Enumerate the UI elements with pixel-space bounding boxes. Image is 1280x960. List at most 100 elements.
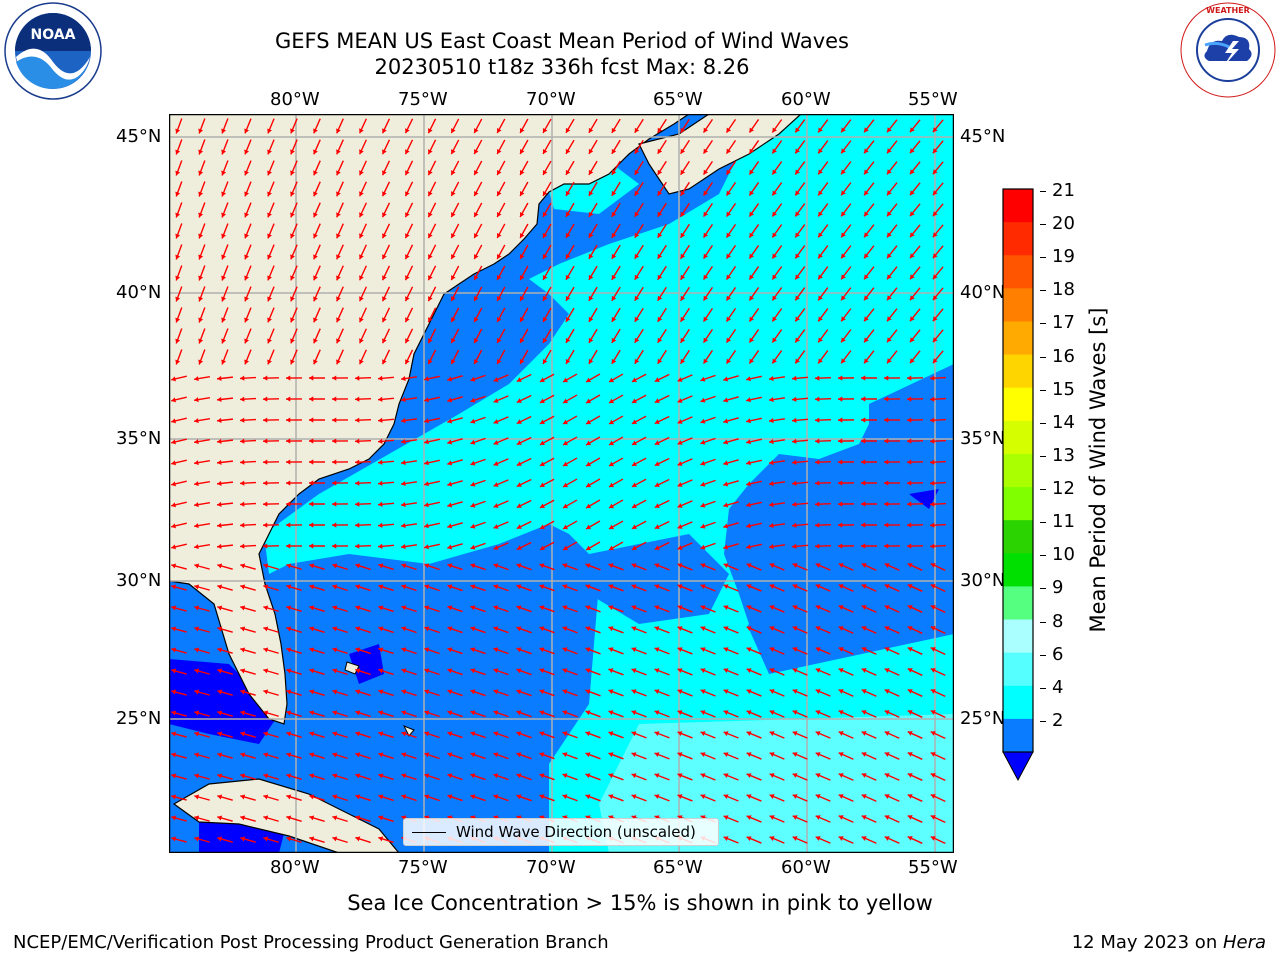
wave-direction-arrowhead [769,375,774,382]
wave-direction-arrowhead [286,752,292,758]
wave-direction-arrowhead [887,148,892,154]
footer-host: Hera [1222,932,1266,953]
wave-direction-arrowhead [470,481,476,487]
wave-direction-arrowhead [861,752,867,757]
wave-direction-arrowhead [175,128,181,134]
wave-direction-arrowhead [240,605,246,611]
wave-direction-arrowhead [841,358,846,364]
wave-direction-arrowhead [815,647,821,652]
wave-direction-arrowhead [907,396,912,402]
wave-direction-arrowhead [516,668,522,674]
wave-direction-arrowhead [428,191,433,197]
wave-direction-arrowhead [838,794,844,799]
wave-direction-arrowhead [861,396,866,402]
wave-direction-arrowhead [401,605,407,611]
wave-direction-arrowhead [677,584,683,590]
wave-direction-arrowhead [359,149,364,155]
footer-date: 12 May 2023 on [1071,932,1223,953]
wave-direction-arrowhead [194,584,200,590]
wave-direction-arrowhead [611,295,617,301]
wave-direction-arrowhead [378,584,384,590]
wave-direction-arrowhead [493,482,499,487]
wave-direction-arrowhead [496,254,502,260]
wave-direction-arrowhead [332,689,338,695]
wave-direction-arrowhead [815,375,820,381]
wave-direction-arrowhead [838,836,844,841]
wave-direction-arrowhead [470,605,476,611]
wave-direction-arrowhead [378,626,384,632]
wave-direction-arrowhead [470,523,476,529]
wave-direction-arrowhead [263,731,269,737]
wave-direction-arrowhead [516,647,522,653]
wave-direction-arrowhead [171,481,176,487]
wave-direction-arrowhead [818,295,823,301]
wave-direction-arrowhead [749,211,754,217]
wave-direction-arrowhead [240,396,245,402]
colorbar-tick-mark [1040,455,1046,457]
wave-direction-arrowhead [585,626,591,632]
wave-direction-arrowhead [611,358,617,364]
wave-direction-arrowhead [290,296,295,302]
wave-direction-arrowhead [496,233,502,239]
wave-direction-arrowhead [677,419,683,424]
wave-direction-arrowhead [703,316,709,322]
wave-direction-arrowhead [493,773,499,779]
wave-direction-arrowhead [838,459,843,465]
colorbar-tick-mark [1040,687,1046,689]
wave-direction-arrowhead [401,689,407,695]
wave-direction-arrowhead [244,254,249,260]
wave-direction-arrowhead [565,337,571,343]
wave-direction-arrowhead [496,212,502,218]
wave-direction-arrowhead [703,232,709,238]
wave-direction-arrowhead [539,377,545,383]
wave-direction-arrowhead [746,563,752,568]
wave-direction-arrowhead [519,190,525,196]
wave-direction-arrowhead [359,212,364,218]
colorbar-tick-mark [1040,323,1046,325]
wave-direction-arrowhead [175,254,181,260]
wave-direction-arrowhead [447,794,453,800]
wave-direction-arrowhead [309,605,315,611]
wave-direction-arrowhead [217,584,223,590]
wave-direction-arrowhead [355,647,361,653]
wave-direction-arrowhead [677,689,683,695]
wave-direction-arrowhead [700,689,706,695]
wave-direction-arrowhead [286,794,292,800]
wave-direction-arrowhead [451,359,456,365]
wave-direction-arrowhead [516,731,522,737]
wave-direction-arrowhead [726,295,732,301]
wave-direction-arrowhead [586,482,592,488]
wave-direction-arrowhead [309,710,315,716]
wave-direction-arrowhead [723,502,729,508]
wave-direction-arrowhead [240,689,246,695]
wave-direction-arrowhead [401,480,406,487]
wave-direction-arrowhead [930,668,936,673]
wave-direction-arrowhead [309,459,314,465]
wave-direction-arrowhead [772,169,777,175]
wave-direction-arrowhead [700,710,706,716]
wave-direction-arrowhead [818,232,823,238]
wave-direction-arrowhead [769,689,775,694]
wave-direction-arrowhead [930,417,935,423]
wave-direction-arrowhead [608,689,614,695]
wave-direction-arrowhead [286,710,292,716]
wave-direction-arrowhead [286,543,291,549]
wave-direction-arrowhead [405,275,410,281]
wave-direction-arrowhead [907,647,913,652]
wave-direction-arrowhead [631,377,637,383]
wave-direction-arrowhead [382,128,387,134]
wave-direction-arrowhead [631,461,637,467]
wave-direction-arrowhead [171,731,177,737]
wave-direction-arrowhead [336,191,341,197]
lon-label-top-60w: 60°W [781,89,831,110]
wave-direction-arrowhead [631,668,637,674]
wave-direction-arrowhead [677,440,683,445]
wave-direction-arrowhead [240,710,246,716]
wave-direction-arrowhead [815,689,821,694]
wave-direction-arrowhead [585,773,591,779]
wave-direction-arrowhead [309,626,315,632]
wave-direction-arrowhead [217,438,222,444]
wave-direction-arrowhead [424,584,430,590]
wave-direction-arrowhead [792,626,798,631]
wave-direction-arrowhead [841,148,846,154]
